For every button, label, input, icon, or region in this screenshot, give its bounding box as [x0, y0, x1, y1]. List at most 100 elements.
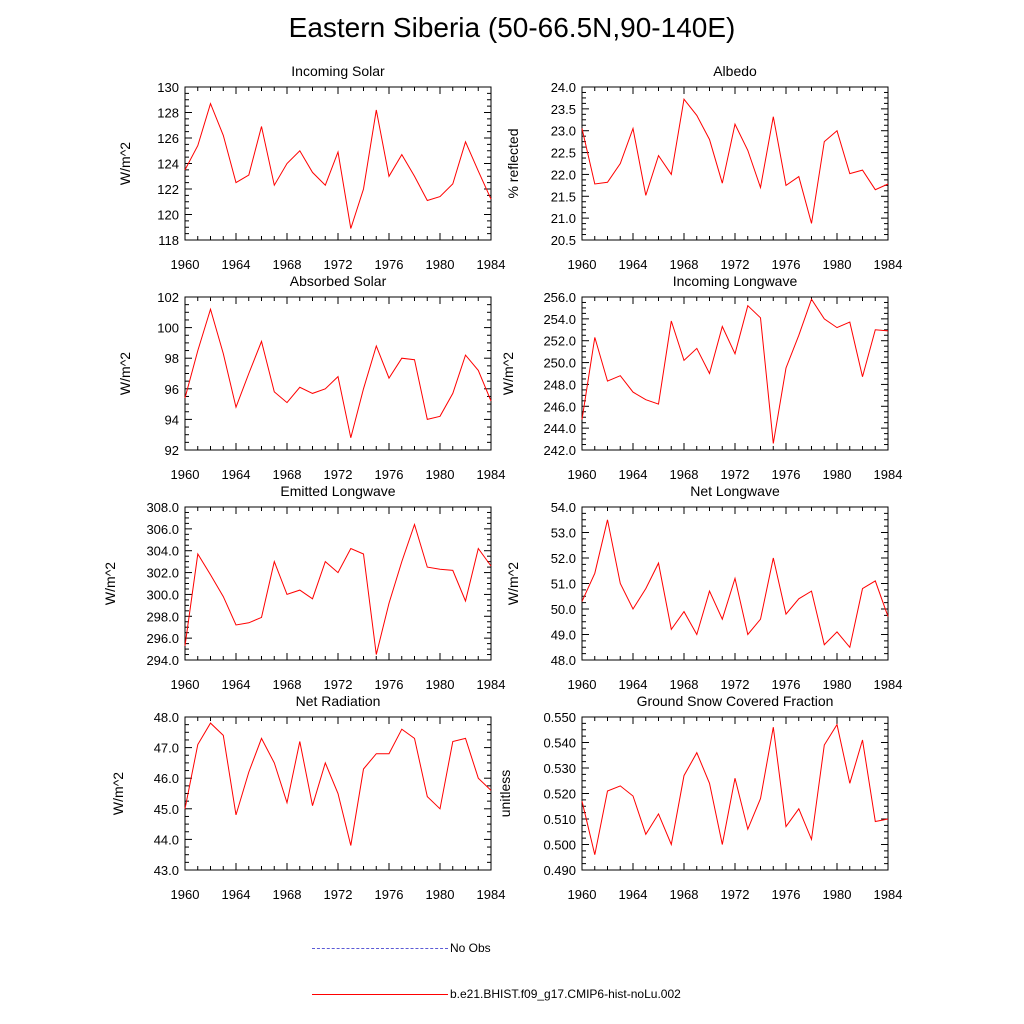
x-tick-label: 1976	[375, 677, 404, 692]
legend-no-obs-label: No Obs	[450, 941, 491, 955]
x-tick-label: 1976	[375, 257, 404, 272]
y-tick-label: 252.0	[543, 334, 576, 349]
y-tick-label: 294.0	[146, 653, 179, 668]
x-tick-label: 1972	[324, 467, 353, 482]
chart-panel-0: 1960 1964 1968 1972 1976 1980 1984 118 120 122 124…	[117, 63, 505, 272]
plot-frame	[581, 506, 889, 661]
x-tick-label: 1976	[375, 887, 404, 902]
y-tick-label: 0.510	[543, 812, 576, 827]
plot-frame	[581, 716, 889, 871]
y-tick-label: 98	[165, 351, 179, 366]
y-tick-label: 296.0	[146, 631, 179, 646]
y-axis-label: W/m^2	[117, 142, 133, 185]
x-tick-label: 1980	[426, 677, 455, 692]
x-tick-label: 1984	[477, 257, 506, 272]
x-tick-label: 1976	[772, 467, 801, 482]
chart-panel-5: 1960 1964 1968 1972 1976 1980 1984 48.0 49.0 50.0…	[505, 483, 902, 692]
y-tick-label: 254.0	[543, 312, 576, 327]
y-tick-label: 302.0	[146, 566, 179, 581]
x-tick-label: 1960	[171, 467, 200, 482]
y-tick-label: 52.0	[551, 551, 576, 566]
y-axis-label: W/m^2	[505, 562, 521, 605]
x-tick-label: 1984	[874, 677, 903, 692]
y-tick-label: 256.0	[543, 290, 576, 305]
x-tick-label: 1972	[324, 887, 353, 902]
chart-panel-2: 1960 1964 1968 1972 1976 1980 1984 92 94 96 98 100 1…	[117, 273, 505, 482]
x-tick-label: 1980	[823, 257, 852, 272]
series-line-0	[184, 722, 492, 846]
panel-title: Net Radiation	[296, 693, 381, 709]
y-tick-label: 0.520	[543, 787, 576, 802]
x-tick-label: 1964	[222, 257, 251, 272]
x-tick-label: 1968	[273, 887, 302, 902]
y-tick-label: 46.0	[154, 771, 179, 786]
x-tick-label: 1980	[823, 887, 852, 902]
y-tick-label: 94	[165, 412, 179, 427]
y-tick-label: 48.0	[551, 653, 576, 668]
y-tick-label: 0.540	[543, 736, 576, 751]
x-tick-label: 1968	[273, 677, 302, 692]
y-tick-label: 0.500	[543, 838, 576, 853]
x-tick-label: 1960	[171, 257, 200, 272]
x-tick-label: 1972	[721, 257, 750, 272]
series-line-0	[184, 102, 492, 229]
x-tick-label: 1964	[619, 887, 648, 902]
y-tick-label: 21.0	[551, 211, 576, 226]
series-line-0	[581, 723, 889, 855]
legend-no-obs-swatch	[312, 947, 448, 949]
y-tick-label: 118	[158, 233, 179, 248]
plot-frame	[184, 296, 492, 451]
y-tick-label: 308.0	[146, 500, 179, 515]
plot-frame	[184, 506, 492, 661]
x-tick-label: 1972	[721, 467, 750, 482]
x-tick-label: 1972	[324, 677, 353, 692]
plot-frame	[581, 296, 889, 451]
x-tick-label: 1980	[426, 467, 455, 482]
y-tick-label: 102	[157, 290, 179, 305]
y-tick-label: 45.0	[154, 802, 179, 817]
y-tick-label: 23.0	[551, 124, 576, 139]
panel-title: Albedo	[713, 63, 757, 79]
y-tick-label: 250.0	[543, 356, 576, 371]
x-tick-label: 1976	[375, 467, 404, 482]
x-tick-label: 1964	[222, 887, 251, 902]
y-axis-label: W/m^2	[110, 772, 126, 815]
legend-model-run: b.e21.BHIST.f09_g17.CMIP6-hist-noLu.002	[312, 987, 681, 1001]
y-axis-label: % reflected	[505, 128, 521, 198]
y-tick-label: 126	[157, 131, 179, 146]
x-tick-label: 1960	[171, 887, 200, 902]
chart-panel-1: 1960 1964 1968 1972 1976 1980 1984 20.5 21.0 21.5…	[505, 63, 902, 272]
y-tick-label: 124	[157, 157, 179, 172]
y-tick-label: 246.0	[543, 399, 576, 414]
y-tick-label: 51.0	[551, 577, 576, 592]
y-tick-label: 22.5	[551, 146, 576, 161]
y-axis-label: W/m^2	[117, 352, 133, 395]
chart-panel-4: 1960 1964 1968 1972 1976 1980 1984 294.0 296.0 29…	[102, 483, 505, 692]
y-tick-label: 300.0	[146, 587, 179, 602]
y-tick-label: 92	[165, 443, 179, 458]
y-tick-label: 50.0	[551, 602, 576, 617]
y-tick-label: 0.550	[543, 710, 576, 725]
y-tick-label: 54.0	[551, 500, 576, 515]
x-tick-label: 1964	[222, 467, 251, 482]
y-tick-label: 244.0	[543, 421, 576, 436]
x-tick-label: 1968	[670, 467, 699, 482]
panel-title: Emitted Longwave	[280, 483, 395, 499]
x-tick-label: 1964	[619, 257, 648, 272]
y-tick-label: 242.0	[543, 443, 576, 458]
chart-panel-7: 1960 1964 1968 1972 1976 1980 1984 0.490 0.500 0.…	[497, 693, 902, 902]
x-tick-label: 1972	[721, 887, 750, 902]
panel-title: Absorbed Solar	[290, 273, 387, 289]
x-tick-label: 1964	[619, 467, 648, 482]
y-tick-label: 43.0	[154, 863, 179, 878]
y-tick-label: 304.0	[146, 544, 179, 559]
x-tick-label: 1960	[568, 467, 597, 482]
y-tick-label: 128	[157, 106, 179, 121]
y-tick-label: 47.0	[154, 741, 179, 756]
y-tick-label: 298.0	[146, 609, 179, 624]
x-tick-label: 1968	[670, 677, 699, 692]
y-tick-label: 48.0	[154, 710, 179, 725]
y-tick-label: 0.490	[543, 863, 576, 878]
y-tick-label: 22.0	[551, 167, 576, 182]
plot-frame	[581, 86, 889, 241]
